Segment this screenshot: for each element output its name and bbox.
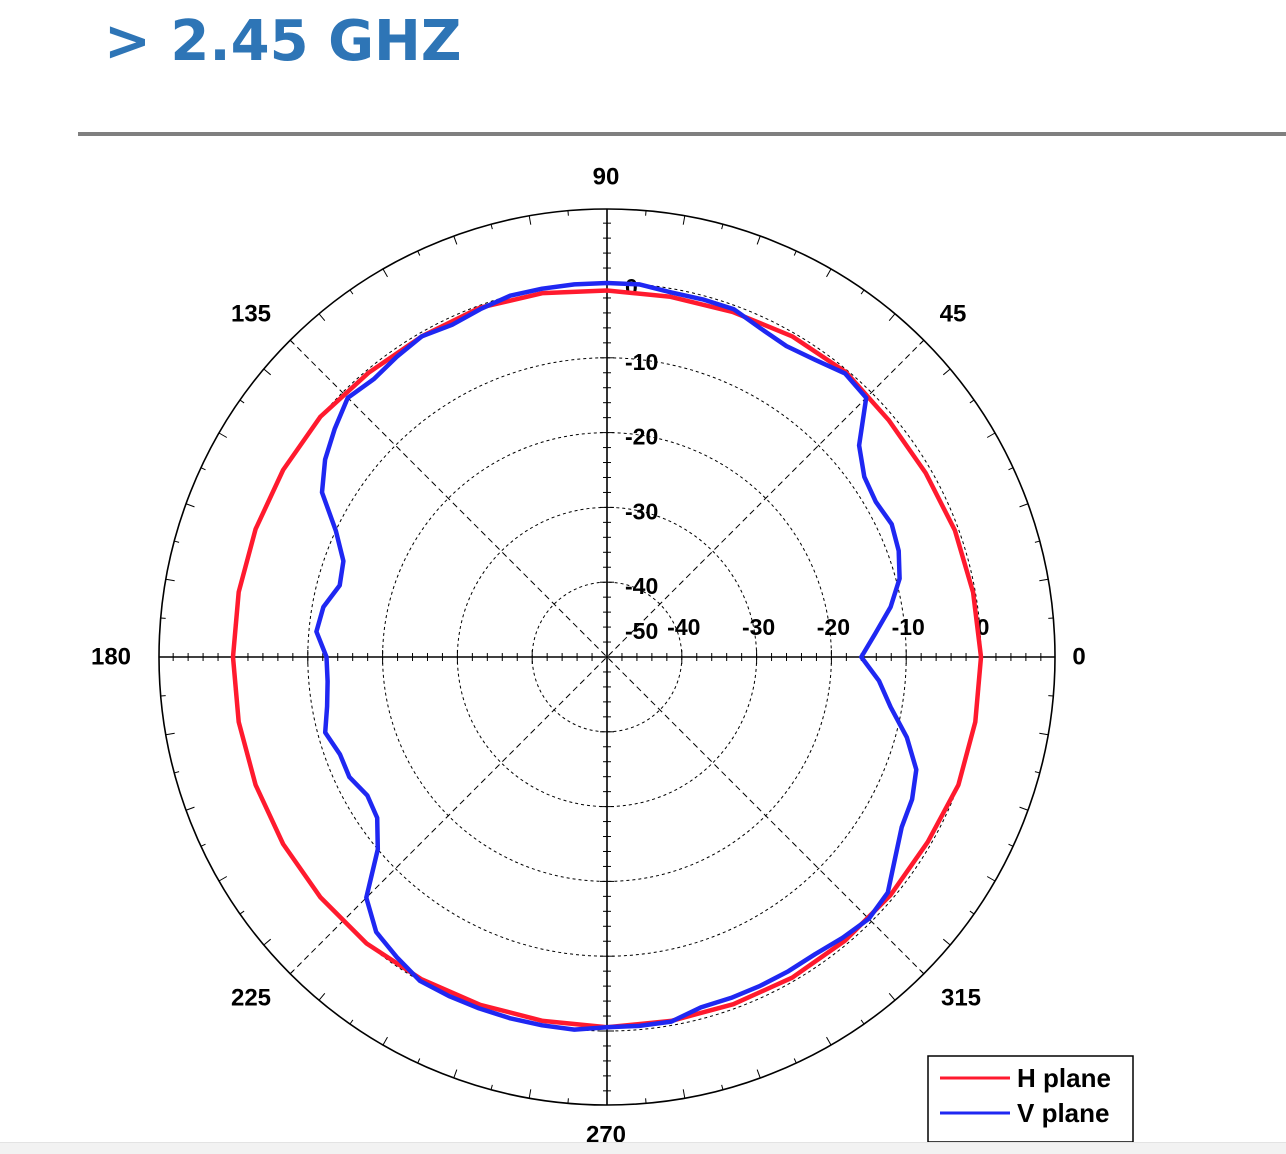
angle-tick bbox=[200, 843, 206, 847]
angle-tick bbox=[382, 268, 388, 278]
radial-label-horizontal: -40 bbox=[667, 614, 700, 640]
angle-tick bbox=[1039, 578, 1049, 582]
angle-tick bbox=[860, 289, 865, 295]
angle-tick bbox=[185, 806, 195, 811]
angle-tick bbox=[682, 1089, 686, 1099]
page-title: > 2.45 GHZ bbox=[104, 9, 462, 74]
angle-tick bbox=[1034, 771, 1040, 774]
radial-label-vertical: -30 bbox=[625, 498, 658, 524]
angle-tick bbox=[969, 399, 975, 404]
angle-tick bbox=[349, 1019, 354, 1025]
angle-tick bbox=[349, 289, 354, 295]
series-lines bbox=[230, 280, 984, 1032]
angle-label-225: 225 bbox=[231, 985, 271, 1012]
title-divider bbox=[78, 132, 1286, 136]
angle-tick bbox=[417, 1058, 421, 1064]
angle-tick bbox=[1039, 732, 1049, 736]
angle-tick bbox=[165, 732, 175, 736]
angle-label-90: 90 bbox=[593, 164, 620, 191]
legend: H plane V plane bbox=[927, 1055, 1134, 1143]
angle-tick bbox=[919, 339, 925, 345]
angle-tick bbox=[860, 1019, 865, 1025]
series-line-v-plane bbox=[314, 280, 919, 1032]
angle-tick bbox=[986, 432, 996, 438]
angle-label-180: 180 bbox=[91, 644, 131, 671]
angle-tick bbox=[490, 1084, 493, 1090]
angle-tick bbox=[289, 969, 295, 975]
angle-tick bbox=[1019, 806, 1029, 811]
polar-grid bbox=[158, 208, 1056, 1106]
angle-tick bbox=[263, 368, 272, 376]
angle-label-135: 135 bbox=[231, 301, 271, 328]
angle-tick bbox=[793, 250, 797, 256]
angle-tick bbox=[263, 938, 272, 946]
bottom-bar bbox=[0, 1142, 1286, 1154]
angle-tick bbox=[185, 503, 195, 508]
angle-tick bbox=[453, 1069, 458, 1079]
angle-tick bbox=[969, 910, 975, 915]
radial-label-vertical: -40 bbox=[625, 573, 658, 599]
angle-tick bbox=[528, 1089, 532, 1099]
angle-tick bbox=[826, 268, 832, 278]
angle-tick bbox=[174, 771, 180, 774]
radial-label-vertical: 0 bbox=[625, 274, 638, 300]
angle-tick bbox=[382, 1036, 388, 1046]
angle-tick bbox=[986, 876, 996, 882]
angle-tick bbox=[453, 235, 458, 245]
angle-tick bbox=[721, 1084, 724, 1090]
angle-tick bbox=[1008, 843, 1014, 847]
radial-label-vertical: -10 bbox=[625, 349, 658, 375]
radial-label-vertical: -20 bbox=[625, 424, 658, 450]
legend-label: V plane bbox=[1017, 1098, 1109, 1128]
angle-tick bbox=[888, 313, 896, 322]
angle-tick bbox=[1019, 503, 1029, 508]
angle-tick bbox=[200, 467, 206, 471]
angle-tick bbox=[318, 313, 326, 322]
angle-tick bbox=[165, 578, 175, 582]
legend-label: H plane bbox=[1017, 1063, 1111, 1093]
angle-tick bbox=[888, 992, 896, 1001]
angle-label-45: 45 bbox=[940, 301, 967, 328]
legend-box bbox=[927, 1055, 1134, 1143]
angle-label-315: 315 bbox=[941, 985, 981, 1012]
angle-tick bbox=[942, 368, 951, 376]
angle-tick bbox=[289, 339, 295, 345]
angle-tick bbox=[756, 235, 761, 245]
angle-tick bbox=[721, 224, 724, 230]
radial-tick-labels: 0-10-20-30-40-50 -40 -30 -20 -10 0 bbox=[625, 274, 989, 644]
angle-tick bbox=[239, 399, 245, 404]
radial-label-vertical: -50 bbox=[625, 618, 658, 644]
angle-label-0: 0 bbox=[1072, 644, 1085, 671]
angle-tick bbox=[239, 910, 245, 915]
series-line-h-plane bbox=[230, 288, 984, 1030]
angle-tick bbox=[756, 1069, 761, 1079]
angle-tick bbox=[417, 250, 421, 256]
angle-tick bbox=[174, 540, 180, 543]
angle-tick bbox=[793, 1058, 797, 1064]
angle-tick bbox=[218, 876, 228, 882]
radial-label-horizontal: -10 bbox=[892, 614, 925, 640]
angle-tick bbox=[682, 215, 686, 225]
angle-tick bbox=[1008, 467, 1014, 471]
angle-tick bbox=[218, 432, 228, 438]
angle-tick bbox=[528, 215, 532, 225]
angle-tick bbox=[490, 224, 493, 230]
angle-tick bbox=[919, 969, 925, 975]
radial-label-horizontal: -30 bbox=[742, 614, 775, 640]
angle-tick bbox=[1034, 540, 1040, 543]
angle-tick bbox=[942, 938, 951, 946]
angle-tick bbox=[318, 992, 326, 1001]
radial-label-horizontal: -20 bbox=[817, 614, 850, 640]
angle-tick bbox=[826, 1036, 832, 1046]
